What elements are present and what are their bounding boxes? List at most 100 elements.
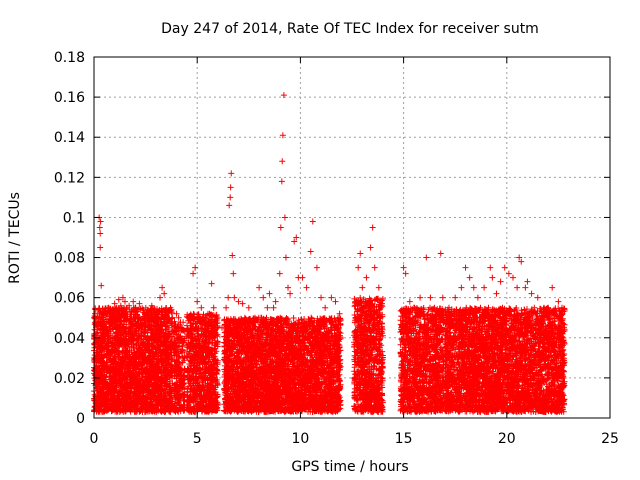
roti-point xyxy=(171,318,178,325)
roti-point xyxy=(509,274,516,281)
roti-point xyxy=(291,238,298,245)
roti-point xyxy=(452,294,459,301)
roti-point xyxy=(276,270,283,277)
roti-point xyxy=(309,218,316,225)
roti-point xyxy=(400,264,407,271)
roti-point xyxy=(431,304,438,311)
roti-point xyxy=(417,294,424,301)
roti-point xyxy=(231,294,238,301)
roti-point xyxy=(157,294,164,301)
roti-point xyxy=(198,304,205,311)
roti-point xyxy=(505,270,512,277)
roti-point xyxy=(279,158,286,165)
roti-point xyxy=(493,290,500,297)
data-points xyxy=(91,92,568,415)
roti-point xyxy=(280,92,287,99)
roti-point xyxy=(516,254,523,261)
roti-point xyxy=(115,296,122,303)
roti-point xyxy=(375,284,382,291)
roti-point xyxy=(128,308,135,315)
roti-point xyxy=(117,302,124,309)
roti-point-cloud xyxy=(91,294,568,415)
roti-point xyxy=(555,298,562,305)
roti-point xyxy=(427,294,434,301)
roti-point xyxy=(194,298,201,305)
roti-point xyxy=(332,298,339,305)
roti-point xyxy=(109,314,116,321)
roti-point xyxy=(212,324,219,331)
roti-point xyxy=(163,314,170,321)
roti-point xyxy=(458,284,465,291)
roti-point xyxy=(256,284,263,291)
roti-point xyxy=(101,318,108,325)
roti-point xyxy=(534,294,541,301)
x-tick-label: 10 xyxy=(291,431,309,447)
roti-point xyxy=(251,314,258,321)
y-tick-label: 0.14 xyxy=(54,130,85,146)
roti-point xyxy=(303,284,310,291)
roti-point xyxy=(524,278,531,285)
roti-point xyxy=(223,304,230,311)
roti-point xyxy=(307,248,314,255)
x-tick-label: 0 xyxy=(90,431,99,447)
roti-point xyxy=(410,304,417,311)
x-tick-label: 25 xyxy=(601,431,619,447)
y-tick-label: 0.08 xyxy=(54,251,85,267)
roti-point xyxy=(367,244,374,251)
roti-point xyxy=(245,304,252,311)
roti-point xyxy=(501,264,508,271)
roti-point xyxy=(522,284,529,291)
roti-point xyxy=(437,250,444,257)
chart-title: Day 247 of 2014, Rate Of TEC Index for r… xyxy=(161,21,539,37)
roti-point xyxy=(148,302,155,309)
roti-point xyxy=(528,290,535,297)
roti-point xyxy=(97,230,104,237)
roti-point xyxy=(99,314,106,321)
roti-point xyxy=(487,264,494,271)
roti-point xyxy=(227,184,234,191)
roti-point xyxy=(559,310,566,317)
roti-point xyxy=(159,284,166,291)
roti-point xyxy=(299,274,306,281)
roti-point xyxy=(161,290,168,297)
roti-point xyxy=(229,252,236,259)
plot-frame xyxy=(93,56,611,419)
roti-point xyxy=(96,224,103,231)
roti-point xyxy=(336,310,343,317)
roti-point xyxy=(282,254,289,261)
roti-point xyxy=(318,294,325,301)
roti-point xyxy=(97,218,104,225)
roti-point xyxy=(136,300,143,307)
roti-point xyxy=(466,274,473,281)
roti-point xyxy=(192,264,199,271)
y-tick-label: 0.18 xyxy=(54,50,85,66)
roti-point xyxy=(470,284,477,291)
roti-point xyxy=(130,298,137,305)
y-tick-label: 0 xyxy=(76,411,85,427)
roti-point xyxy=(497,278,504,285)
roti-point xyxy=(545,304,552,311)
roti-point xyxy=(227,194,234,201)
roti-point xyxy=(144,310,151,317)
roti-point xyxy=(228,170,235,177)
roti-point xyxy=(111,300,118,307)
roti-point xyxy=(94,344,101,351)
roti-point xyxy=(270,304,277,311)
roti-point xyxy=(549,284,556,291)
roti-point xyxy=(210,304,217,311)
roti-point xyxy=(202,314,209,321)
roti-point xyxy=(446,304,453,311)
roti-point xyxy=(218,324,225,331)
roti-point xyxy=(103,324,110,331)
roti-point xyxy=(97,244,104,251)
roti-point xyxy=(208,280,215,287)
roti-point xyxy=(98,282,105,289)
roti-point xyxy=(165,324,172,331)
roti-point xyxy=(514,284,521,291)
roti-point xyxy=(357,250,364,257)
roti-point xyxy=(173,310,180,317)
roti-point xyxy=(225,294,232,301)
roti-point xyxy=(92,310,99,317)
roti-point xyxy=(113,304,120,311)
